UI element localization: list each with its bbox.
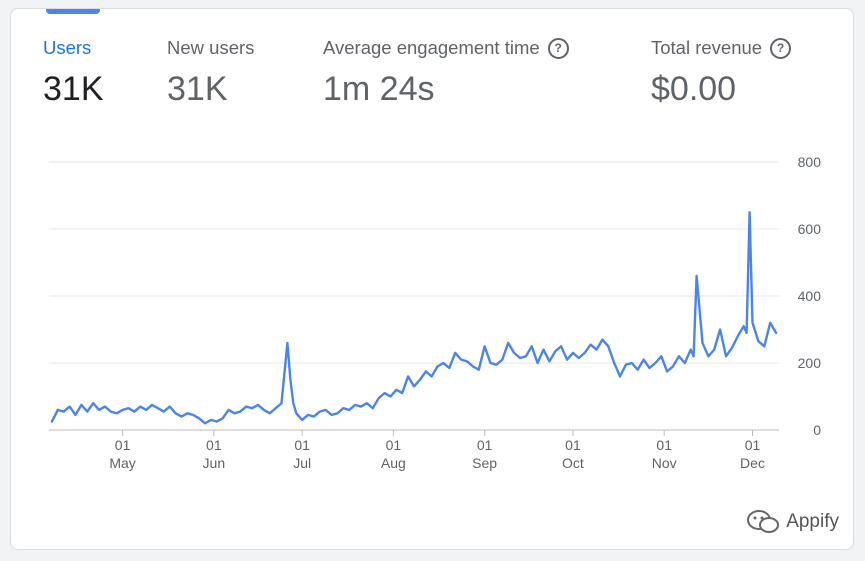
x-tick-month-label: Aug <box>381 455 406 471</box>
watermark-text: Appify <box>786 511 839 532</box>
metric-label-text: New users <box>167 37 255 58</box>
watermark: Appify <box>746 509 839 535</box>
y-tick-label: 600 <box>798 221 822 237</box>
metric-value: 31K <box>167 70 228 108</box>
metric-tab-total-revenue[interactable]: Total revenue? $0.00 <box>651 37 792 109</box>
metric-label-text: Users <box>43 37 92 58</box>
x-tick-day-label: 01 <box>294 437 310 453</box>
metric-label-text: Average engagement time <box>323 37 540 58</box>
help-icon[interactable]: ? <box>770 37 792 59</box>
x-tick-day-label: 01 <box>565 437 581 453</box>
x-tick-day-label: 01 <box>745 437 761 453</box>
metric-value: 31K <box>43 70 104 108</box>
y-tick-label: 800 <box>798 154 822 170</box>
metric-label: Total revenue? <box>651 37 792 59</box>
metric-label: Average engagement time? <box>323 37 569 59</box>
x-tick-month-label: Jun <box>203 455 226 471</box>
users-line-chart: 0 200 400 600 800 01 May 01 Jun 01 Jul 01 Aug 01 Sep 01… <box>49 154 822 471</box>
y-tick-label: 400 <box>798 288 822 304</box>
x-tick-day-label: 01 <box>656 437 672 453</box>
metric-label: New users <box>167 37 254 59</box>
metric-label-text: Total revenue <box>651 37 763 58</box>
y-tick-label: 200 <box>798 355 822 371</box>
metric-label: Users <box>43 37 104 59</box>
x-tick-day-label: 01 <box>206 437 222 453</box>
x-tick-month-label: May <box>109 455 135 471</box>
x-tick-month-label: Nov <box>652 455 677 471</box>
metric-tab-new-users[interactable]: New users 31K <box>167 37 254 109</box>
analytics-card: Users 31K New users 31K Average engageme… <box>10 8 854 550</box>
metric-tab-users[interactable]: Users 31K <box>43 37 104 109</box>
series-line-users <box>50 211 778 425</box>
metric-tab-average-engagement-time[interactable]: Average engagement time? 1m 24s <box>323 37 569 109</box>
x-tick-month-label: Dec <box>740 455 765 471</box>
x-tick-month-label: Jul <box>293 455 311 471</box>
metric-value: 1m 24s <box>323 70 435 108</box>
y-tick-label: 0 <box>813 422 821 438</box>
x-tick-day-label: 01 <box>477 437 493 453</box>
help-icon[interactable]: ? <box>547 37 569 59</box>
x-tick-month-label: Sep <box>472 455 497 471</box>
metric-value: $0.00 <box>651 70 737 108</box>
active-tab-indicator <box>46 9 100 14</box>
chat-bubbles-icon <box>747 510 780 533</box>
x-tick-day-label: 01 <box>115 437 131 453</box>
x-tick-month-label: Oct <box>562 455 584 471</box>
x-tick-day-label: 01 <box>386 437 402 453</box>
